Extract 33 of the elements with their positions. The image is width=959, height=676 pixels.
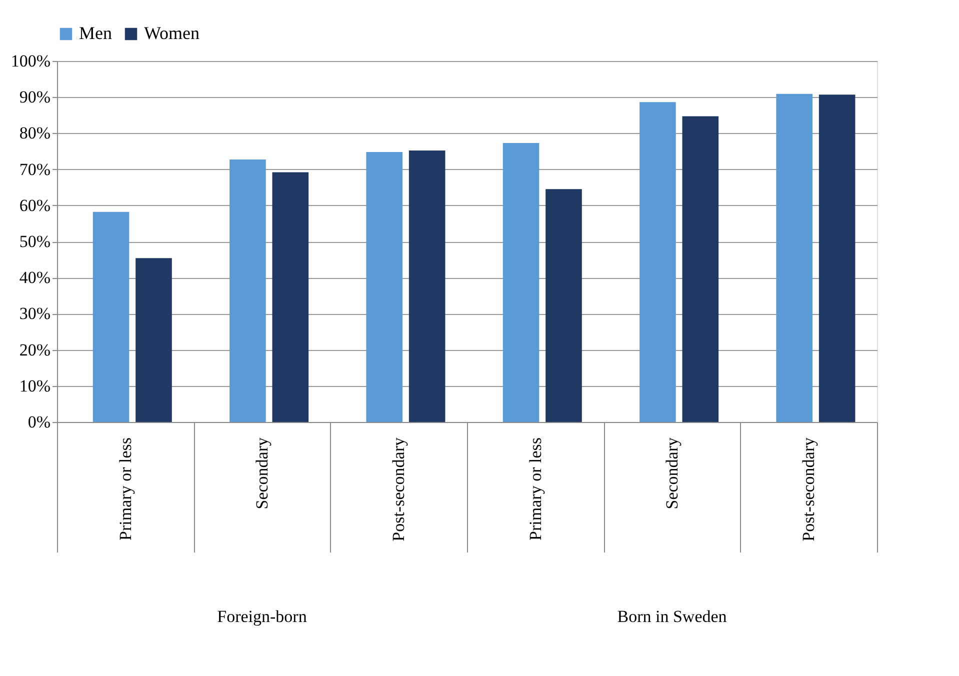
y-tick-label: 90% bbox=[19, 88, 50, 107]
x-tick-label: Post-secondary bbox=[389, 437, 408, 542]
bar bbox=[776, 94, 813, 422]
legend-label: Men bbox=[79, 23, 112, 43]
x-tick-label: Primary or less bbox=[116, 438, 135, 540]
x-tick-label: Secondary bbox=[662, 437, 682, 510]
text: Foreign-born bbox=[217, 607, 308, 626]
bar bbox=[546, 189, 582, 422]
bar bbox=[230, 160, 266, 422]
y-tick-label: 40% bbox=[19, 268, 50, 288]
bar bbox=[682, 116, 719, 422]
x-tick-label: Secondary bbox=[252, 437, 272, 510]
y-tick-label: 80% bbox=[19, 124, 50, 143]
bar bbox=[92, 212, 130, 422]
bar bbox=[136, 258, 172, 422]
y-tick-label: 20% bbox=[19, 340, 50, 360]
bar bbox=[640, 102, 676, 422]
bar bbox=[502, 142, 540, 422]
bar bbox=[366, 152, 403, 422]
y-tick-label: 100% bbox=[10, 52, 50, 70]
y-tick-label: 0% bbox=[28, 412, 50, 432]
x-tick-label: Post-secondary bbox=[799, 437, 818, 542]
x-tick-label: Primary or less bbox=[526, 438, 545, 540]
bar bbox=[818, 94, 856, 422]
legend-label: Women bbox=[144, 23, 200, 43]
y-tick-label: 30% bbox=[19, 304, 50, 324]
y-tick-label: 10% bbox=[19, 376, 50, 396]
y-tick-label: 50% bbox=[19, 232, 50, 251]
y-tick-label: 70% bbox=[19, 160, 50, 179]
bar bbox=[272, 172, 309, 422]
text: Born in Sweden bbox=[617, 607, 728, 626]
bar bbox=[408, 150, 446, 422]
y-tick-label: 60% bbox=[19, 196, 50, 215]
